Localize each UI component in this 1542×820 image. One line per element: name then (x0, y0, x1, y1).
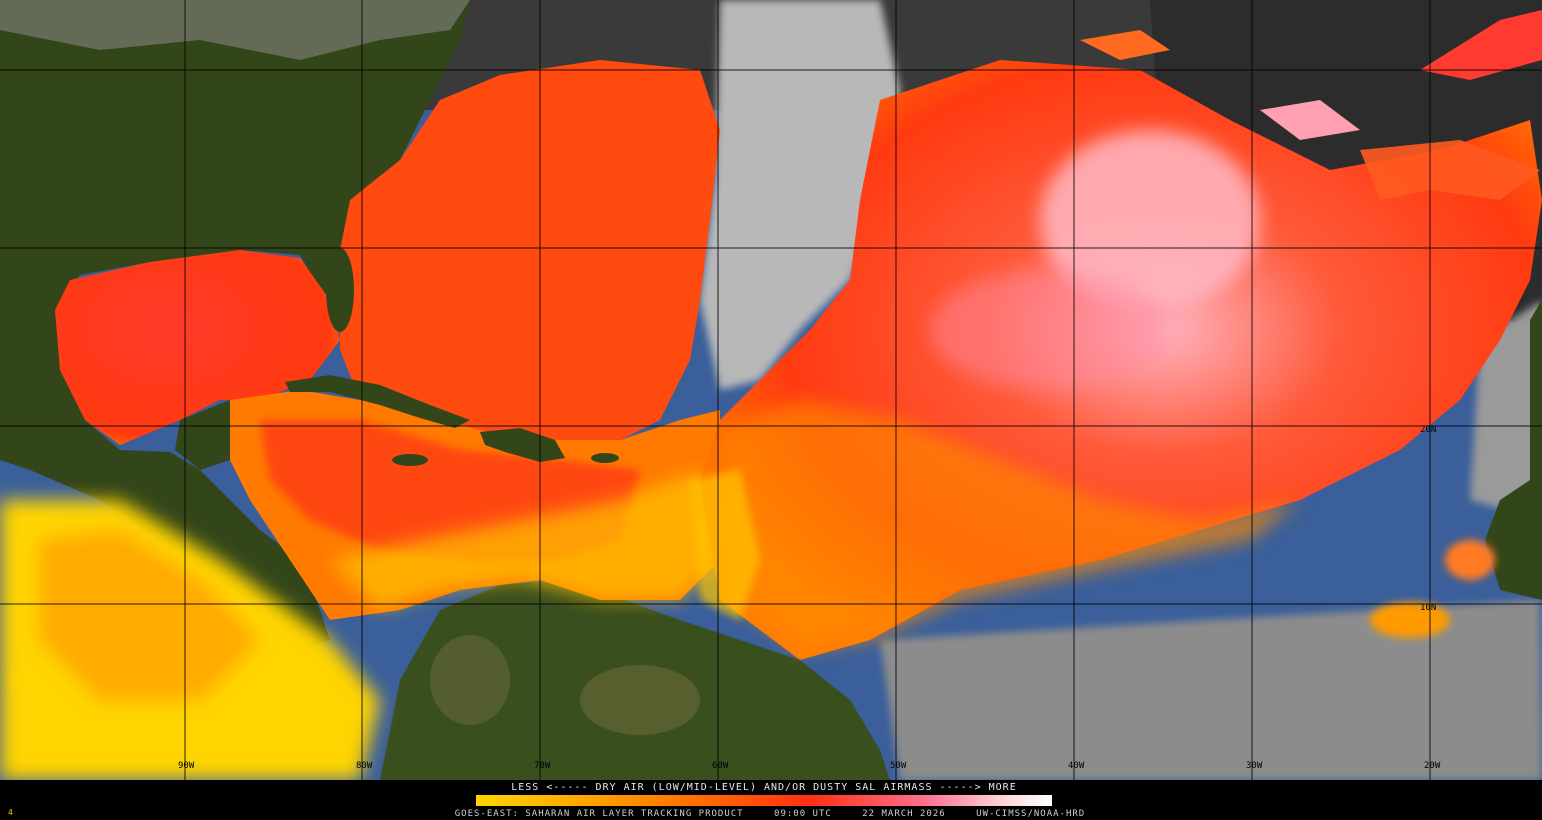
african-coast-dust-patch (1445, 540, 1495, 580)
north-america-cloud-overlay (0, 0, 470, 60)
guiana-highlands-terrain (580, 665, 700, 735)
plume-pink-core (1040, 130, 1260, 310)
legend-title: LESS <----- DRY AIR (LOW/MID-LEVEL) AND/… (511, 782, 1017, 793)
northeast-pink-filament (1260, 100, 1360, 140)
caribbean-southern-dust-edge (330, 470, 720, 610)
product-name: GOES-EAST: SAHARAN AIR LAYER TRACKING PR… (454, 809, 744, 819)
plume-yellow-fringe (690, 470, 760, 620)
andes-terrain (430, 635, 510, 725)
jamaica-island (392, 454, 428, 466)
valid-date: 22 MARCH 2026 (862, 809, 946, 819)
eastern-atlantic-dust-patch (1370, 602, 1450, 638)
lat-label-10n: 10N (1420, 603, 1436, 613)
north-america-landmass (0, 0, 470, 650)
yucatan-peninsula (175, 400, 245, 470)
western-atlantic-dust (340, 60, 720, 450)
plume-pink-streak (930, 270, 1170, 390)
swirl-dust-arc (1360, 140, 1540, 200)
lat-label-20n: 20N (1420, 425, 1436, 435)
sal-satellite-map: 90W 80W 70W 60W 50W 40W 30W 20W 20N 10N (0, 0, 1542, 780)
lon-label-60w: 60W (712, 761, 729, 771)
lon-label-80w: 80W (356, 761, 373, 771)
eastern-pacific-dust-core (40, 530, 260, 700)
lon-label-50w: 50W (890, 761, 907, 771)
lon-label-90w: 90W (178, 761, 195, 771)
puerto-rico-island (591, 453, 619, 463)
hispaniola-island (480, 428, 565, 462)
north-atlantic-dust-filament (1080, 30, 1170, 60)
corner-mark: 4 (8, 808, 13, 817)
west-africa-landmass (1485, 300, 1542, 600)
cuba-island (285, 375, 470, 428)
graticule (0, 0, 1542, 780)
southeast-cloud-field (880, 600, 1542, 780)
product-footer: GOES-EAST: SAHARAN AIR LAYER TRACKING PR… (420, 809, 1120, 819)
valid-time: 09:00 UTC (774, 809, 832, 819)
northeast-dust-filament (1420, 10, 1542, 80)
central-atlantic-cloud-band (700, 0, 900, 390)
lon-label-40w: 40W (1068, 761, 1085, 771)
lon-label-70w: 70W (534, 761, 551, 771)
sal-color-scale-bar (476, 795, 1052, 806)
lon-label-20w: 20W (1424, 761, 1441, 771)
florida-peninsula (326, 248, 354, 332)
plume-orange-southern-edge (720, 400, 1300, 650)
credit-text: UW-CIMSS/NOAA-HRD (976, 809, 1086, 819)
lon-label-30w: 30W (1246, 761, 1263, 771)
